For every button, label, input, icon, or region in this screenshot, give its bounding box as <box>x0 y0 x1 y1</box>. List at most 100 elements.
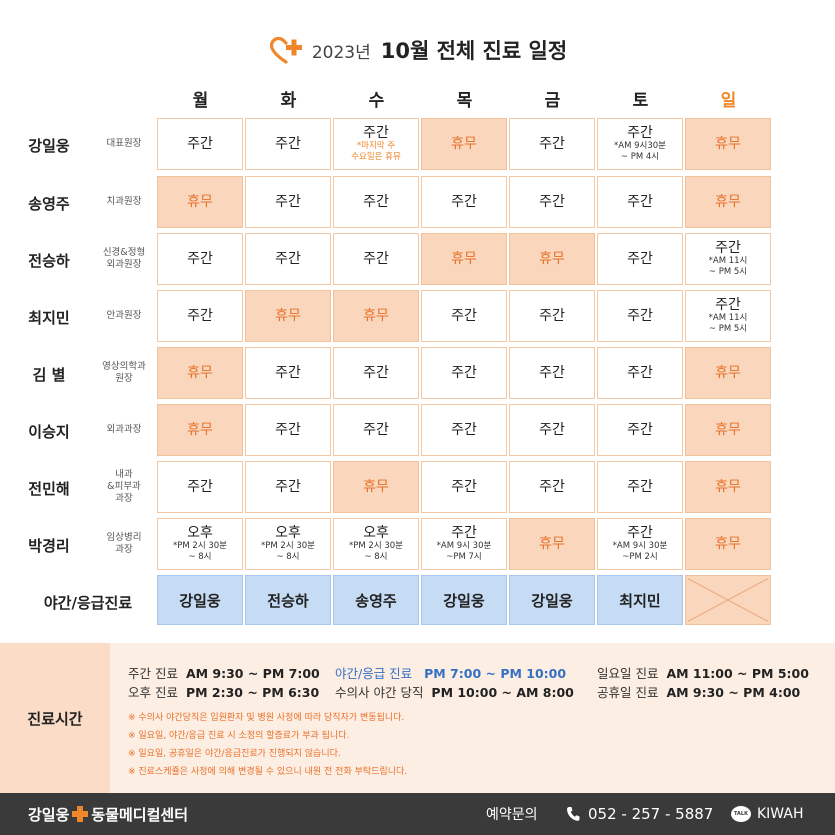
holiday-hours-time: AM 9:30 ~ PM 4:00 <box>666 685 801 700</box>
vet-night-hours: 수의사 야간 당직 PM 10:00 ~ AM 8:00 <box>335 682 574 701</box>
schedule-cell: 주간 <box>157 290 243 342</box>
shift-label: 주간 <box>539 422 565 438</box>
cross-mark-icon <box>687 578 769 622</box>
schedule-cell-off: 휴무 <box>157 404 243 456</box>
shift-label: 주간 <box>363 422 389 438</box>
vet-night-time: PM 10:00 ~ AM 8:00 <box>431 685 574 700</box>
schedule-cell: 주간 *마지막 주 수요일은 휴뮤 <box>333 118 419 170</box>
sunday-hours-time: AM 11:00 ~ PM 5:00 <box>666 666 809 681</box>
phone-link[interactable]: 052 - 257 - 5887 <box>566 793 713 835</box>
schedule-cell: 주간 <box>333 176 419 228</box>
notice-line: ※ 일요일, 공휴일은 야간/응급진료가 진행되지 않습니다. <box>128 749 341 759</box>
schedule-cell: 주간 <box>597 404 683 456</box>
shift-label: 휴무 <box>363 308 389 324</box>
schedule-cell: 주간 *AM 9시30분 ~ PM 4시 <box>597 118 683 170</box>
shift-label: 주간 <box>451 525 477 541</box>
shift-label: 주간 <box>451 365 477 381</box>
schedule-cell-off: 휴무 <box>157 176 243 228</box>
shift-label: 주간 <box>363 365 389 381</box>
shift-label: 주간 <box>715 240 741 256</box>
schedule-cell: 주간 <box>597 233 683 285</box>
pm-hours: 오후 진료 PM 2:30 ~ PM 6:30 <box>128 682 319 701</box>
shift-label: 주간 <box>451 479 477 495</box>
notice-line: ※ 일요일, 야간/응급 진료 시 소정의 할증료가 부과 됩니다. <box>128 731 350 741</box>
shift-label: 주간 <box>451 194 477 210</box>
vet-night-label: 수의사 야간 당직 <box>335 685 424 700</box>
schedule-cell: 주간 <box>421 461 507 513</box>
shift-label: 주간 <box>275 479 301 495</box>
shift-label: 주간 <box>627 125 653 141</box>
kakaotalk-link[interactable]: TALK KIWAH <box>731 793 804 835</box>
shift-label: 주간 <box>627 251 653 267</box>
shift-note: *AM 11시 ~ PM 5시 <box>708 313 748 334</box>
schedule-cell: 주간 <box>245 461 331 513</box>
shift-label: 주간 <box>275 422 301 438</box>
schedule-cell-off: 휴무 <box>685 118 771 170</box>
shift-label: 주간 <box>451 422 477 438</box>
shift-label: 주간 <box>627 194 653 210</box>
day-wed: 수 <box>368 91 385 111</box>
doctor-title: 외과과장 <box>106 424 142 435</box>
shift-label: 휴무 <box>187 365 213 381</box>
shift-note: *PM 2시 30분 ~ 8시 <box>261 541 315 562</box>
day-hours-time: AM 9:30 ~ PM 7:00 <box>185 666 320 681</box>
schedule-cell: 주간 <box>333 404 419 456</box>
shift-label: 주간 <box>363 125 389 141</box>
schedule-cell: 주간 <box>597 290 683 342</box>
shift-label: 휴무 <box>275 308 301 324</box>
schedule-cell: 주간 <box>509 347 595 399</box>
schedule-cell: 주간 <box>245 233 331 285</box>
schedule-cell: 주간 <box>421 404 507 456</box>
shift-note: *AM 9시 30분 ~PM 2시 <box>612 541 668 562</box>
schedule-cell: 주간 <box>509 290 595 342</box>
page-title: 10월 전체 진료 일정 <box>380 39 568 63</box>
schedule-cell: 주간 <box>509 176 595 228</box>
shift-label: 주간 <box>627 422 653 438</box>
shift-label: 오후 <box>187 525 213 541</box>
holiday-hours: 공휴일 진료 AM 9:30 ~ PM 4:00 <box>597 682 800 701</box>
schedule-cell-off: 휴무 <box>685 518 771 570</box>
shift-label: 주간 <box>539 136 565 152</box>
shift-label: 주간 <box>275 251 301 267</box>
kakaotalk-icon: TALK <box>731 806 751 822</box>
schedule-cell-off: 휴무 <box>421 118 507 170</box>
schedule-cell: 주간 <box>421 290 507 342</box>
shift-label: 주간 <box>715 297 741 313</box>
emergency-cell: 강일웅 <box>509 575 595 625</box>
shift-label: 휴무 <box>715 536 741 552</box>
shift-note: *PM 2시 30분 ~ 8시 <box>173 541 227 562</box>
phone-icon <box>567 807 580 821</box>
night-hours: 야간/응급 진료 PM 7:00 ~ PM 10:00 <box>335 663 566 682</box>
shift-label: 휴무 <box>715 136 741 152</box>
doctor-title: 임상병리 과장 <box>106 532 142 555</box>
schedule-cell: 주간 <box>333 233 419 285</box>
day-tue: 화 <box>280 91 297 111</box>
doctor-name: 강일웅 <box>28 137 70 155</box>
night-hours-time: PM 7:00 ~ PM 10:00 <box>424 666 567 681</box>
night-hours-label: 야간/응급 진료 <box>335 666 413 681</box>
schedule-cell-off: 휴무 <box>685 461 771 513</box>
notice-line: ※ 수의사 야간당직은 입원환자 및 병원 사정에 따라 당직자가 변동됩니다. <box>128 713 405 723</box>
day-thu: 목 <box>456 91 473 111</box>
shift-label: 휴무 <box>451 251 477 267</box>
shift-note: *AM 9시30분 ~ PM 4시 <box>614 141 666 162</box>
schedule-cell: 주간 <box>597 461 683 513</box>
weekday-header: 월 화 수 목 금 토 일 <box>0 86 835 112</box>
doctor-name: 전승하 <box>28 252 70 270</box>
day-sun: 일 <box>720 91 737 111</box>
shift-label: 휴무 <box>451 136 477 152</box>
schedule-cell-off: 휴무 <box>685 347 771 399</box>
schedule-cell-off: 휴무 <box>509 233 595 285</box>
schedule-cell: 주간 <box>245 347 331 399</box>
reservation-label: 예약문의 <box>486 807 538 823</box>
heart-plus-logo-icon <box>269 36 302 64</box>
shift-label: 휴무 <box>715 479 741 495</box>
clinic-hours-section: 진료시간 주간 진료 AM 9:30 ~ PM 7:00 오후 진료 PM 2:… <box>0 643 835 793</box>
shift-label: 휴무 <box>187 194 213 210</box>
emergency-cell: 전승하 <box>245 575 331 625</box>
doctor-title: 신경&정형 외과원장 <box>102 247 146 270</box>
emergency-cell: 최지민 <box>597 575 683 625</box>
plus-cross-icon <box>72 806 89 822</box>
shift-label: 주간 <box>627 479 653 495</box>
doctor-title: 내과 &피부과 과장 <box>107 469 141 504</box>
